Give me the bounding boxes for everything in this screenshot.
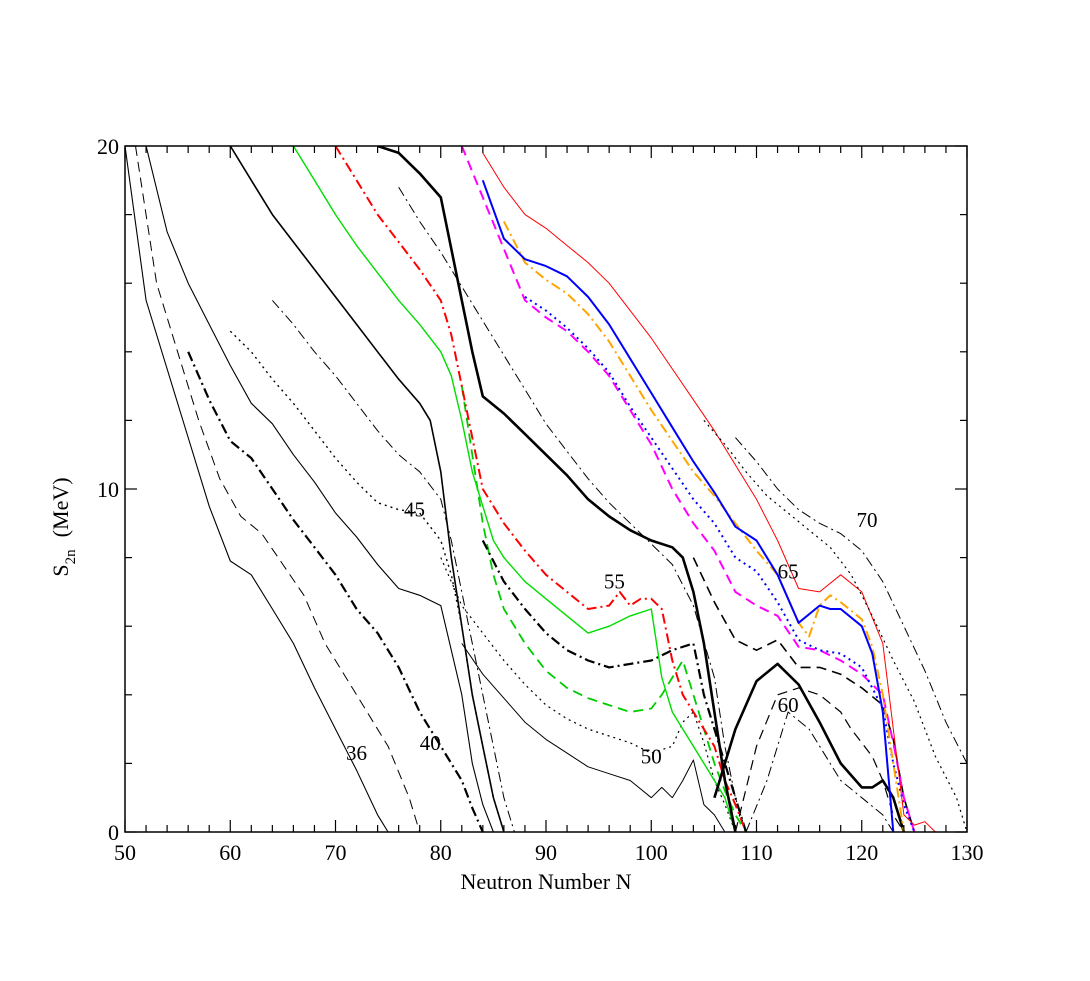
tick-layer: 50 60 70 80 90 100 110 120 130 0 10 20 [97,134,984,865]
series-line-z61 [745,711,894,832]
y-axis-label-unit: (MeV) [48,477,73,537]
series-line-z66 [481,179,895,832]
x-tick-label: 50 [114,840,136,865]
y-tick-label: 10 [97,477,119,502]
annotation-z60: 60 [778,693,799,717]
y-tick-label: 20 [97,134,119,159]
x-tick-label: 80 [430,840,452,865]
x-tick-label: 70 [325,840,347,865]
annotation-z45: 45 [404,498,425,522]
series-line-z43 [145,146,494,832]
x-tick-label: 110 [740,840,772,865]
x-tick-label: 60 [219,840,241,865]
series-line-z59 [734,687,905,832]
svg-text:S2n(MeV): S2n (MeV) [48,477,79,576]
series-line-z56 [398,186,747,832]
series-line-z63 [460,146,916,832]
annotation-z70: 70 [857,508,878,532]
series-line-z36 [125,146,389,832]
series-line-z51 [440,557,736,832]
series-layer [125,146,967,832]
series-line-z50 [461,643,726,832]
series-line-z54 [292,146,737,832]
y-axis-label-sub: 2n [63,549,79,565]
series-line-z45 [229,330,505,832]
y-axis-label: S2n (MeV) [48,477,79,576]
y-axis-label-main: S [48,564,73,576]
x-tick-label: 130 [951,840,984,865]
x-tick-label: 90 [535,840,557,865]
series-line-z40 [187,351,484,832]
annotation-z36: 36 [346,741,367,765]
x-tick-label: 100 [635,840,668,865]
series-line-z47 [272,300,515,832]
y-tick-label: 0 [108,820,119,845]
series-line-z67 [482,152,936,832]
series-line-z62 [692,557,916,832]
annotation-layer: 36 40 45 50 55 60 65 70 [346,498,877,769]
series-line-z60 [713,662,906,832]
series-line-z55 [334,146,747,832]
series-line-z57 [377,146,737,832]
annotation-z65: 65 [778,559,799,583]
x-axis-label: Neutron Number N [460,869,631,894]
annotation-z55: 55 [604,570,625,594]
series-line-z49 [229,146,505,832]
annotation-z40: 40 [420,731,441,755]
series-line-z70 [735,437,967,764]
x-tick-label: 120 [845,840,878,865]
annotation-z50: 50 [641,745,662,769]
series-line-z65 [503,221,905,832]
series-line-z38 [135,146,421,832]
